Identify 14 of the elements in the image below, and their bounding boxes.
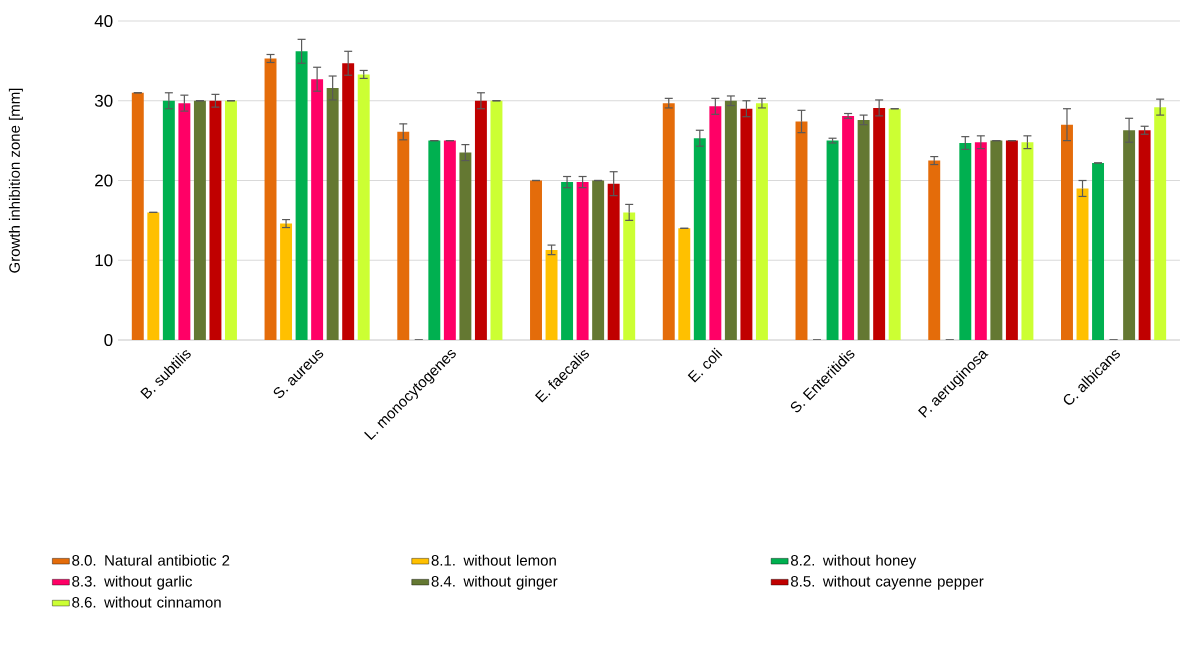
legend-label: 8.5. without cayenne pepper [791, 575, 984, 590]
legend-label: 8.2. without honey [791, 554, 917, 569]
legend-label: 8.1. without lemon [431, 554, 556, 566]
legend-label: 8.6. without cinnamon [72, 596, 221, 608]
legend-label: 8.4. without ginger [431, 575, 558, 590]
y-tick-label: 30 [94, 94, 113, 107]
x-tick-label: E. coli [687, 347, 723, 383]
y-tick-label: 10 [95, 254, 113, 267]
y-tick-label: 40 [94, 14, 113, 28]
legend-label: 8.0. Natural antibiotic 2 [72, 554, 230, 566]
y-axis-title: Growth inhibition zone [mm] [8, 88, 23, 273]
legend-label: 8.3. without garlic [72, 575, 193, 590]
y-tick-label: 0 [104, 333, 113, 347]
y-tick-label: 20 [95, 174, 113, 187]
